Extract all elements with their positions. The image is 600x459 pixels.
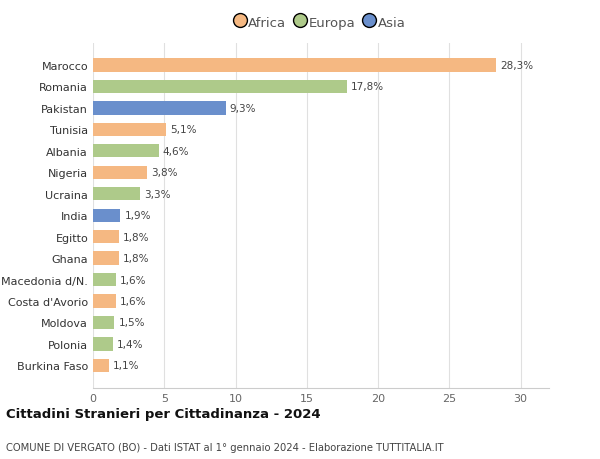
Text: 1,4%: 1,4% — [117, 339, 144, 349]
Bar — [93, 145, 158, 158]
Bar — [93, 295, 116, 308]
Text: 1,5%: 1,5% — [119, 318, 145, 328]
Bar — [93, 123, 166, 137]
Legend: Africa, Europa, Asia: Africa, Europa, Asia — [232, 12, 410, 34]
Text: 1,9%: 1,9% — [124, 211, 151, 221]
Bar — [93, 102, 226, 115]
Bar — [93, 230, 119, 244]
Text: 1,1%: 1,1% — [113, 361, 139, 370]
Bar — [93, 252, 119, 265]
Bar — [93, 337, 113, 351]
Text: 1,8%: 1,8% — [123, 232, 149, 242]
Text: 5,1%: 5,1% — [170, 125, 196, 135]
Bar — [93, 316, 115, 330]
Bar — [93, 166, 147, 179]
Bar — [93, 188, 140, 201]
Bar — [93, 273, 116, 286]
Text: 3,3%: 3,3% — [145, 189, 171, 199]
Text: 1,6%: 1,6% — [120, 297, 146, 306]
Text: 28,3%: 28,3% — [500, 61, 533, 71]
Text: 17,8%: 17,8% — [351, 82, 384, 92]
Text: COMUNE DI VERGATO (BO) - Dati ISTAT al 1° gennaio 2024 - Elaborazione TUTTITALIA: COMUNE DI VERGATO (BO) - Dati ISTAT al 1… — [6, 442, 443, 452]
Text: 9,3%: 9,3% — [230, 104, 256, 114]
Text: 4,6%: 4,6% — [163, 146, 190, 157]
Bar — [93, 81, 347, 94]
Text: 3,8%: 3,8% — [151, 168, 178, 178]
Bar — [93, 209, 120, 222]
Text: 1,6%: 1,6% — [120, 275, 146, 285]
Text: 1,8%: 1,8% — [123, 253, 149, 263]
Text: Cittadini Stranieri per Cittadinanza - 2024: Cittadini Stranieri per Cittadinanza - 2… — [6, 407, 320, 420]
Bar — [93, 59, 496, 73]
Bar — [93, 359, 109, 372]
